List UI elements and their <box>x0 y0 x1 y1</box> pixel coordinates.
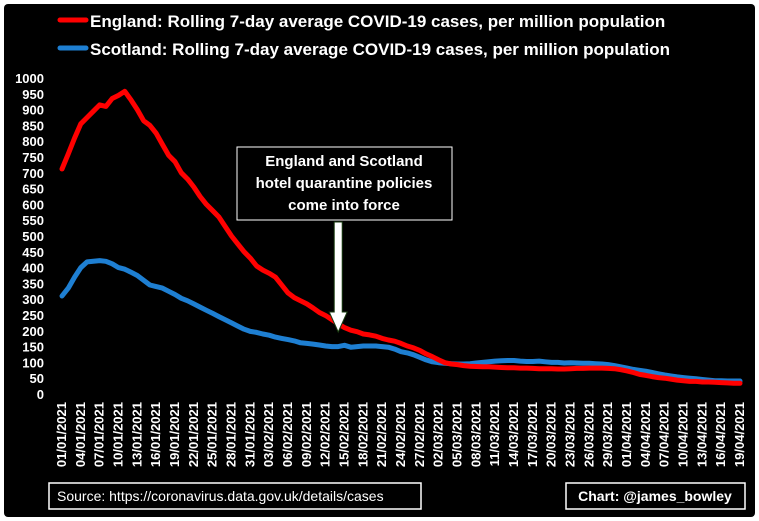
x-tick-label: 19/04/2021 <box>732 402 747 467</box>
legend-label: England: Rolling 7-day average COVID-19 … <box>90 12 665 31</box>
x-tick-label: 22/01/2021 <box>186 402 201 467</box>
x-tick-label: 15/02/2021 <box>337 402 352 467</box>
x-tick-label: 07/01/2021 <box>92 402 107 467</box>
y-tick-label: 450 <box>22 245 44 260</box>
x-tick-label: 16/04/2021 <box>713 402 728 467</box>
y-tick-label: 0 <box>37 387 44 402</box>
annotation-box <box>236 146 453 221</box>
source-text: Source: https://coronavirus.data.gov.uk/… <box>57 488 384 504</box>
y-tick-label: 1000 <box>15 71 44 86</box>
x-tick-label: 12/02/2021 <box>318 402 333 467</box>
y-tick-label: 500 <box>22 229 44 244</box>
x-tick-label: 13/01/2021 <box>129 402 144 467</box>
x-tick-label: 10/01/2021 <box>111 402 126 467</box>
x-tick-label: 21/02/2021 <box>374 402 389 467</box>
y-tick-label: 900 <box>22 103 44 118</box>
y-tick-label: 800 <box>22 134 44 149</box>
annotation-line: England and Scotland <box>265 153 423 170</box>
series-line-england <box>59 88 743 386</box>
x-tick-label: 09/02/2021 <box>299 402 314 467</box>
x-tick-label: 08/03/2021 <box>468 402 483 467</box>
x-tick-label: 26/03/2021 <box>581 402 596 467</box>
y-tick-label: 150 <box>22 340 44 355</box>
x-tick-label: 27/02/2021 <box>412 402 427 467</box>
x-tick-label: 31/01/2021 <box>242 402 257 467</box>
x-tick-label: 11/03/2021 <box>487 402 502 466</box>
legend-label: Scotland: Rolling 7-day average COVID-19… <box>90 40 670 59</box>
y-tick-label: 250 <box>22 308 44 323</box>
x-tick-label: 18/02/2021 <box>355 402 370 467</box>
y-tick-label: 300 <box>22 292 44 307</box>
x-tick-label: 01/04/2021 <box>619 402 634 467</box>
y-tick-label: 750 <box>22 150 44 165</box>
x-tick-label: 06/02/2021 <box>280 402 295 467</box>
x-tick-label: 04/01/2021 <box>73 402 88 467</box>
x-tick-label: 20/03/2021 <box>544 402 559 467</box>
x-tick-label: 24/02/2021 <box>393 402 408 467</box>
annotation-arrow <box>328 221 348 334</box>
x-tick-label: 10/04/2021 <box>676 402 691 467</box>
x-tick-label: 04/04/2021 <box>638 402 653 467</box>
x-tick-label: 17/03/2021 <box>525 402 540 467</box>
y-tick-label: 350 <box>22 276 44 291</box>
x-tick-label: 19/01/2021 <box>167 402 182 467</box>
source-box <box>48 482 422 510</box>
y-tick-label: 950 <box>22 87 44 102</box>
x-tick-label: 07/04/2021 <box>657 402 672 467</box>
y-tick-label: 100 <box>22 355 44 370</box>
chart-panel <box>4 4 755 517</box>
y-tick-label: 650 <box>22 182 44 197</box>
x-tick-label: 23/03/2021 <box>563 402 578 467</box>
y-tick-label: 200 <box>22 324 44 339</box>
x-tick-label: 14/03/2021 <box>506 402 521 467</box>
x-tick-label: 28/01/2021 <box>224 402 239 467</box>
y-tick-label: 550 <box>22 213 44 228</box>
x-tick-label: 02/03/2021 <box>431 402 446 467</box>
y-tick-label: 600 <box>22 197 44 212</box>
x-tick-label: 16/01/2021 <box>148 402 163 467</box>
y-tick-label: 50 <box>30 371 44 386</box>
x-tick-label: 25/01/2021 <box>205 402 220 467</box>
x-tick-label: 05/03/2021 <box>450 402 465 467</box>
annotation-line: come into force <box>288 197 400 214</box>
x-tick-label: 01/01/2021 <box>54 402 69 467</box>
series-line-scotland <box>59 258 743 384</box>
annotation-line: hotel quarantine policies <box>256 175 433 192</box>
credit-text: Chart: @james_bowley <box>578 488 732 504</box>
credit-box <box>565 482 746 510</box>
y-tick-label: 700 <box>22 166 44 181</box>
x-tick-label: 13/04/2021 <box>694 402 709 467</box>
y-tick-label: 850 <box>22 118 44 133</box>
y-tick-label: 400 <box>22 261 44 276</box>
x-tick-label: 29/03/2021 <box>600 402 615 467</box>
x-tick-label: 03/02/2021 <box>261 402 276 467</box>
